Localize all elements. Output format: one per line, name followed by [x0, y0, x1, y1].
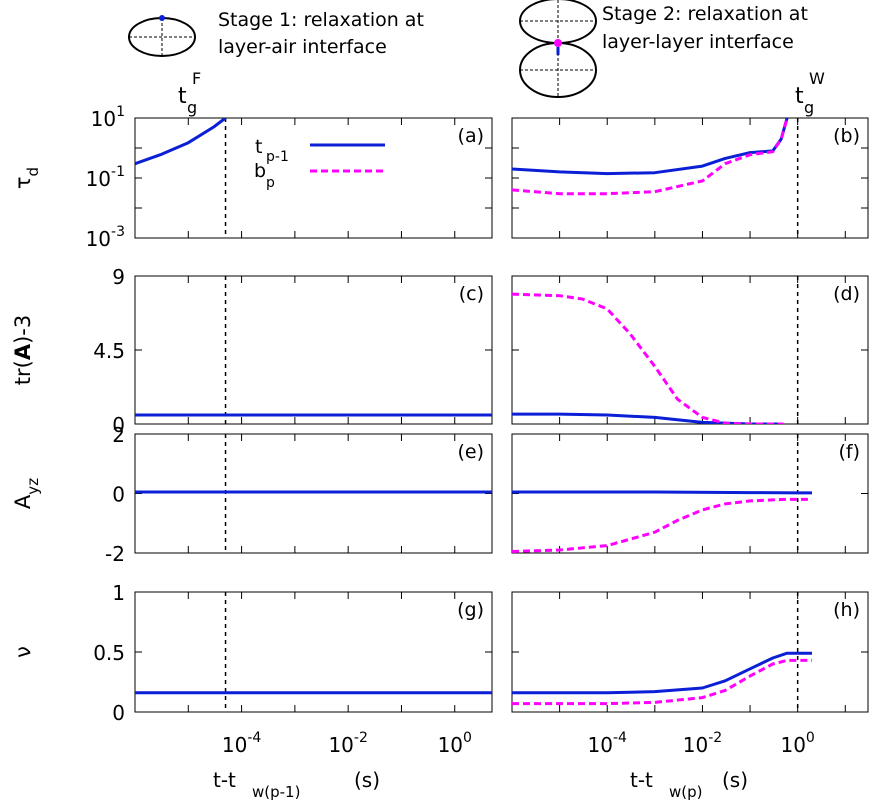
- panel-f: (f): [511, 433, 869, 554]
- tgF-main: t: [178, 84, 187, 109]
- y-tick-label: 10-3: [86, 224, 125, 251]
- y-axis-label: ν: [11, 646, 35, 658]
- series-bp-line: [512, 118, 789, 196]
- series-tp1-line: [512, 412, 784, 424]
- panel-frame: [134, 275, 493, 425]
- panel-d: (d): [511, 275, 869, 425]
- panel-label: (e): [457, 441, 484, 463]
- tgF-sup: F: [192, 69, 201, 88]
- stage1-schematic: [128, 15, 196, 57]
- stage2-line1: Stage 2: relaxation at: [602, 3, 808, 25]
- x-tick-label: 10-2: [328, 730, 367, 757]
- stage1-line1: Stage 1: relaxation at: [218, 9, 424, 31]
- plot-area: (a) 101 10-1 10-3 τd (b) (c) 9 4.5 0 tr(A)-3 (d) (e)…: [11, 104, 869, 757]
- tgF-sub: g: [187, 98, 197, 117]
- y-tick-label: 0: [112, 701, 125, 725]
- x-label-left-sub: w(p-1): [252, 783, 300, 801]
- legend-tp1-main: t: [255, 136, 262, 158]
- stage2-line2: layer-layer interface: [602, 31, 794, 53]
- panel-frame: [134, 117, 493, 239]
- x-axis-label-left: t-t w(p-1) (s): [213, 768, 380, 801]
- y-tick-label: 0: [112, 413, 125, 437]
- stage2-schematic: [519, 0, 597, 98]
- tgW-sub: g: [804, 98, 814, 117]
- y-tick-label: 0: [112, 483, 125, 507]
- panel-a: (a) 101 10-1 10-3 τd: [11, 104, 493, 251]
- tgW-main: t: [795, 84, 804, 109]
- x-label-left-main: t-t: [213, 768, 236, 792]
- panel-label: (h): [833, 599, 860, 621]
- panel-label: (b): [833, 125, 860, 147]
- panel-e: (e) 2 0 -2 Ayz: [11, 423, 493, 566]
- x-tick-label: 100: [438, 730, 472, 757]
- panel-c: (c) 9 4.5 0 tr(A)-3: [11, 265, 493, 437]
- panel-label: (f): [838, 441, 860, 463]
- panel-g: (g) 1 0.5 0 ν 10-4 10-2 100: [11, 581, 493, 757]
- y-tick-label: -2: [105, 542, 125, 566]
- panel-label: (g): [457, 599, 484, 621]
- panel-label: (d): [833, 283, 860, 305]
- x-tick-label: 100: [780, 730, 814, 757]
- y-axis-label: τd: [11, 167, 42, 189]
- x-label-right-main: t-t: [630, 768, 653, 792]
- series-tp1-line: [135, 118, 227, 166]
- series-bp-line: [512, 497, 812, 553]
- x-tick-label: 10-2: [683, 730, 722, 757]
- x-axis-label-right: t-t w(p) (s): [630, 768, 748, 801]
- y-tick-label: 0.5: [93, 641, 125, 665]
- legend-tp1-sub: p-1: [266, 149, 289, 165]
- stage1-line2: layer-air interface: [218, 36, 387, 58]
- series-tp1-line: [512, 490, 812, 495]
- panel-label: (c): [459, 283, 484, 305]
- y-axis-label: tr(A)-3: [11, 315, 35, 385]
- panel-h: (h) 10-4 10-2 100: [511, 591, 869, 757]
- tgW-label: t g W: [795, 69, 825, 117]
- y-tick-label: 4.5: [93, 339, 125, 363]
- x-tick-label: 10-4: [222, 730, 262, 757]
- x-label-right-unit: (s): [722, 768, 748, 792]
- series-bp-line: [512, 292, 784, 424]
- x-label-left-unit: (s): [354, 768, 380, 792]
- y-tick-label: 9: [112, 265, 125, 289]
- legend-bp-main: b: [254, 160, 266, 182]
- y-axis-label: Ayz: [11, 478, 42, 509]
- legend-bp-sub: p: [266, 175, 275, 191]
- y-tick-label: 10-1: [86, 164, 125, 191]
- y-tick-label: 1: [112, 581, 125, 605]
- x-label-right-sub: w(p): [669, 783, 703, 801]
- panel-b: (b): [511, 117, 869, 239]
- x-tick-label: 10-4: [588, 730, 628, 757]
- panel-frame: [511, 117, 869, 239]
- series-tp1-line: [512, 651, 812, 695]
- series-tp1-line: [512, 118, 789, 176]
- legend: t p-1 b p: [254, 136, 385, 191]
- tgW-sup: W: [809, 69, 825, 88]
- panel-frame: [511, 275, 869, 425]
- series-bp-line: [512, 658, 812, 706]
- tgF-label: t g F: [178, 69, 201, 117]
- y-tick-label: 2: [112, 423, 125, 447]
- y-tick-label: 101: [91, 104, 125, 131]
- panel-label: (a): [458, 125, 484, 147]
